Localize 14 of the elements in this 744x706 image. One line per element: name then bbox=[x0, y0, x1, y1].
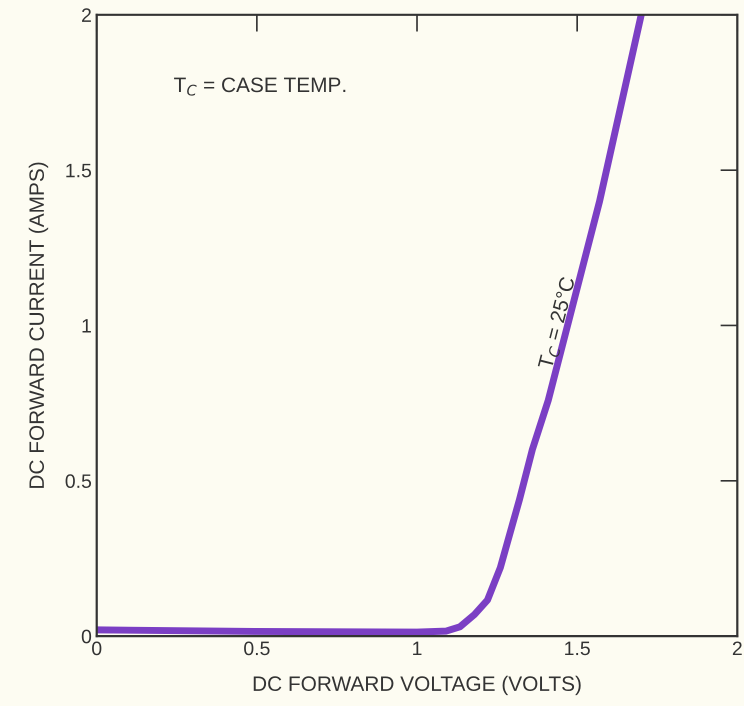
x-tick-label: 0 bbox=[92, 641, 102, 656]
y-tick-label: 1.5 bbox=[66, 164, 92, 178]
x-tick-label: 2 bbox=[732, 641, 742, 656]
y-tick-label: 0.5 bbox=[66, 474, 92, 488]
annotation: T$_{C}$ = CASE TEMP. bbox=[174, 77, 346, 96]
y-tick-label: 0 bbox=[82, 630, 92, 644]
x-tick-label: 0.5 bbox=[244, 641, 270, 656]
annotation: T$_{C}$ = 25°C bbox=[538, 276, 578, 370]
y-tick-label: 2 bbox=[82, 8, 91, 22]
x-axis-title: DC FORWARD VOLTAGE (VOLTS) bbox=[254, 676, 581, 696]
y-axis-title: DC FORWARD CURRENT (AMPS) bbox=[28, 162, 48, 488]
x-tick-label: 1 bbox=[413, 642, 422, 656]
x-tick-label: 1.5 bbox=[565, 642, 590, 656]
y-tick-label: 1 bbox=[82, 319, 91, 333]
